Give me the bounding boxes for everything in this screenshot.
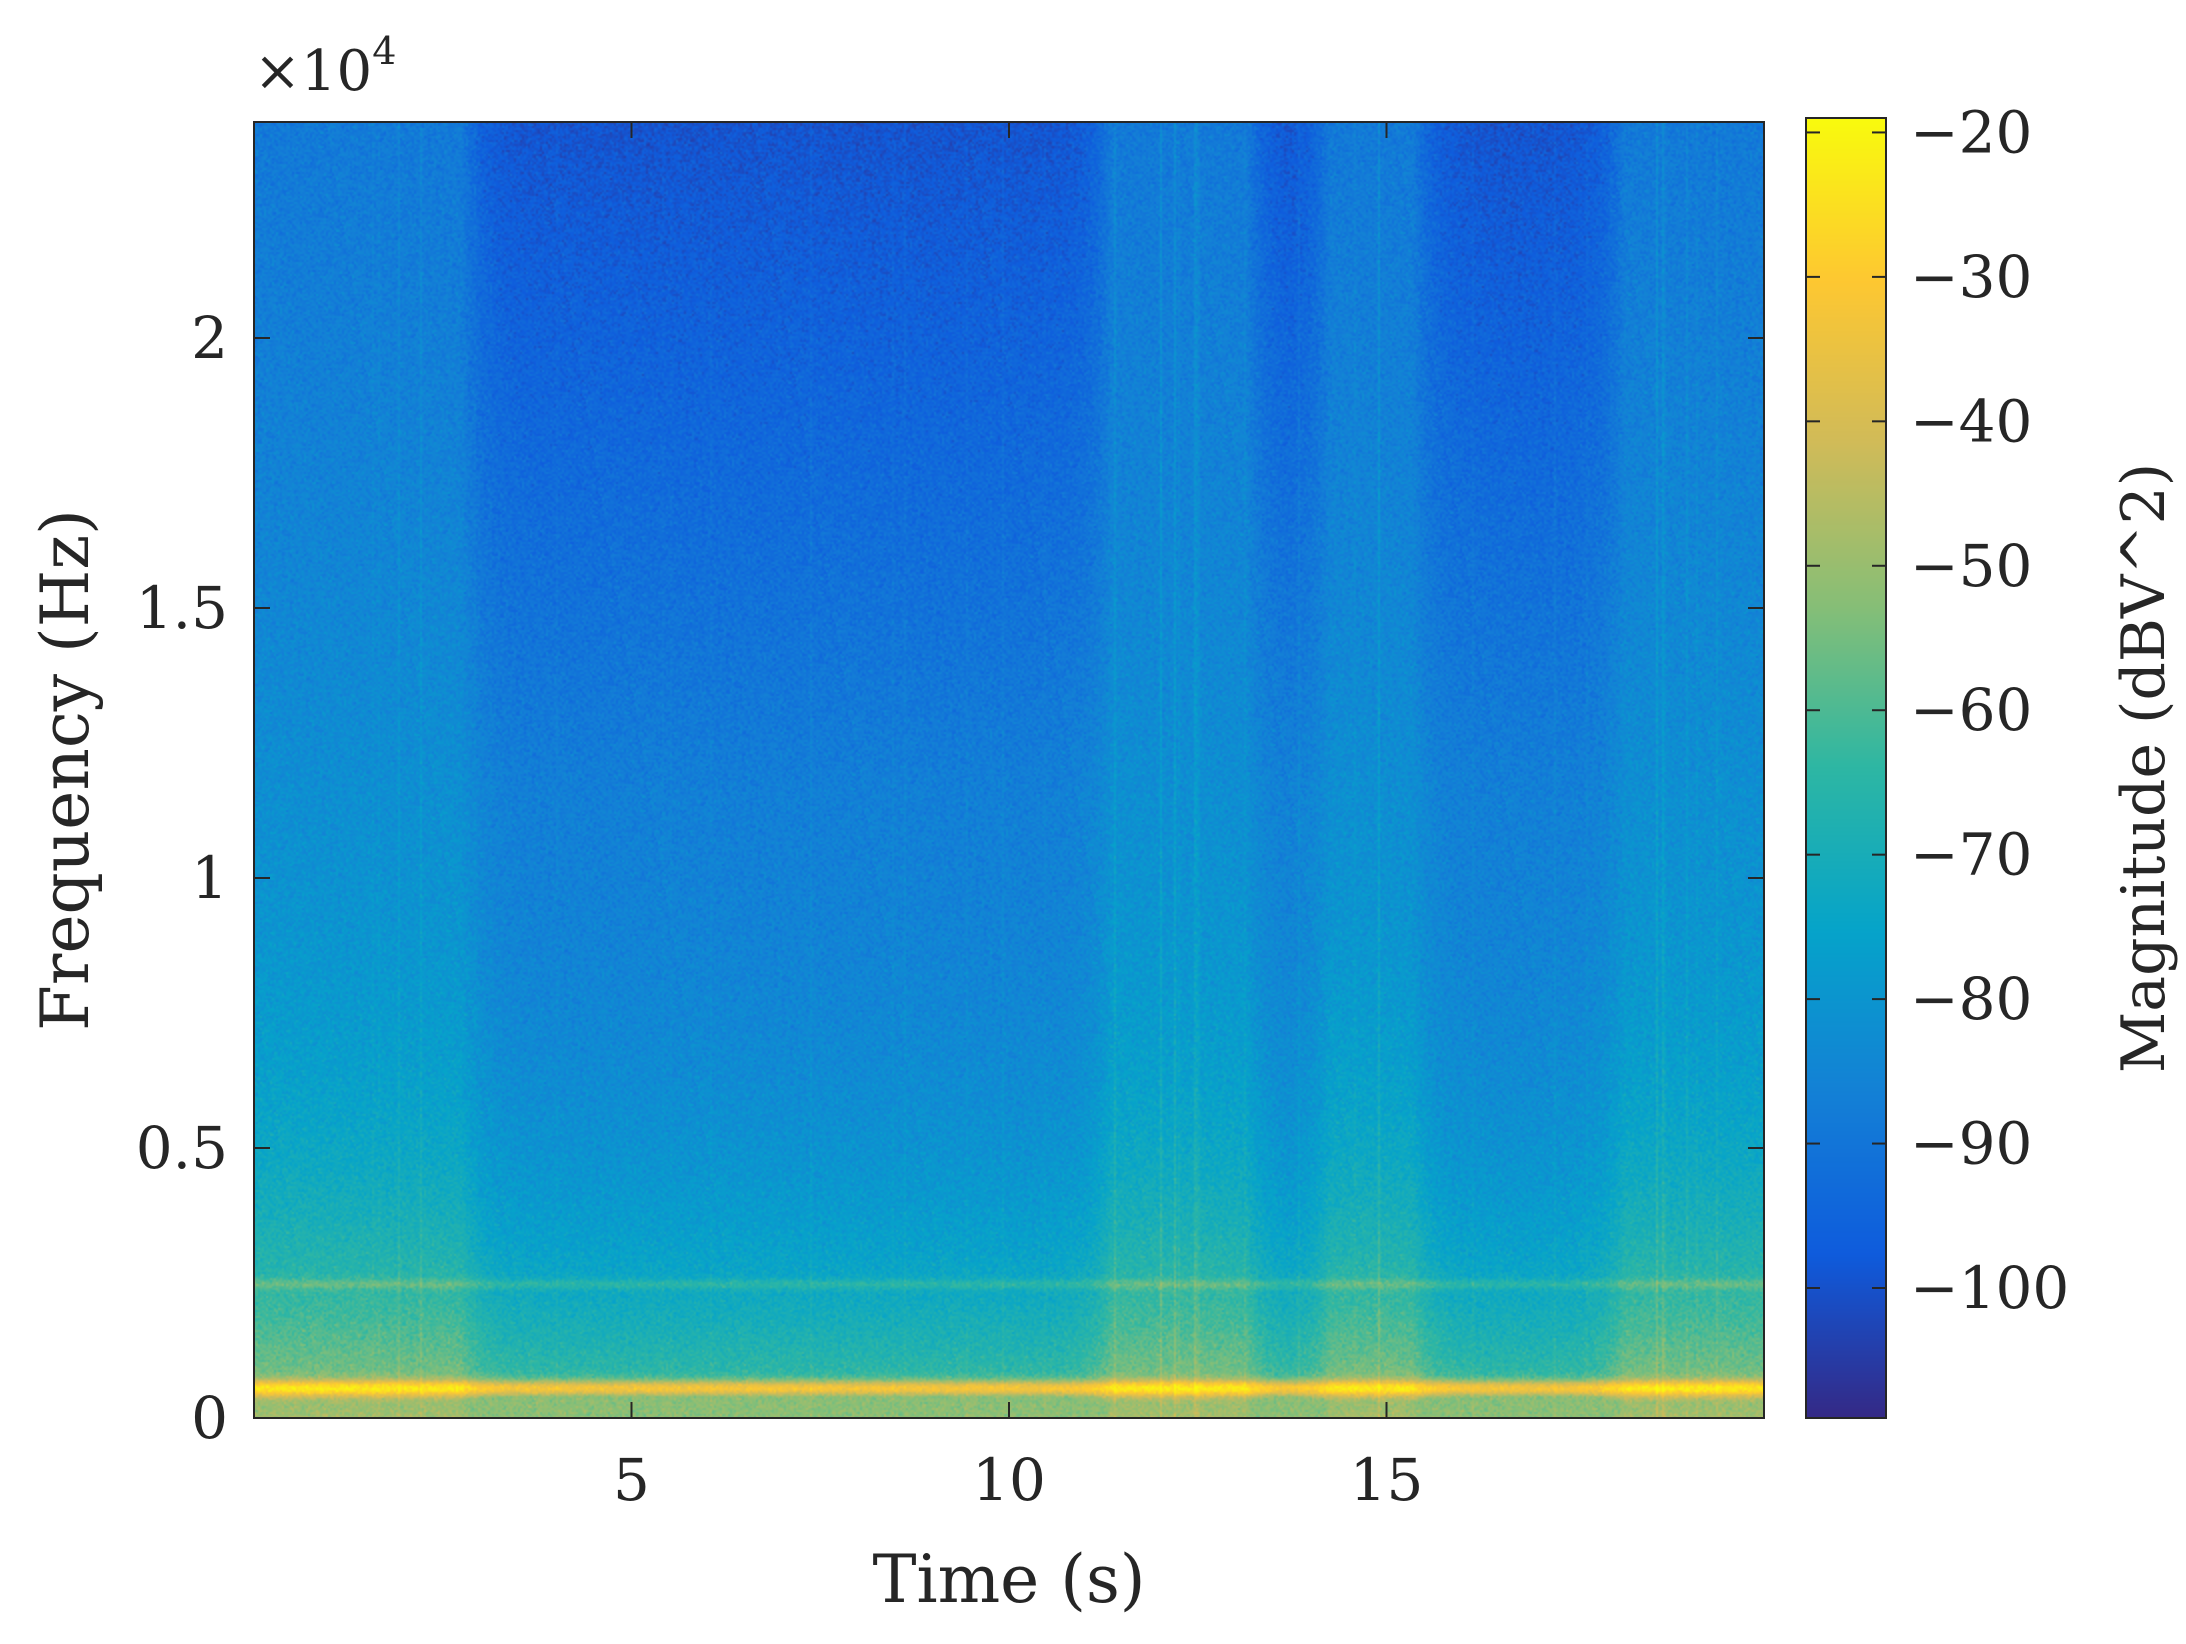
- y-exponent-label: ×104: [254, 29, 396, 104]
- colorbar-tick-label: −60: [1910, 676, 2032, 744]
- colorbar-ticks: −20 −30 −40 −50 −60 −70 −80 −90 −100: [1806, 98, 2069, 1322]
- x-axis-ticks: 5 10 15: [613, 122, 1423, 1514]
- x-axis-label: Time (s): [872, 1541, 1145, 1618]
- x-tick-label: 5: [613, 1446, 650, 1514]
- colorbar-frame: [1805, 117, 1887, 1419]
- colorbar-tick-label: −20: [1910, 98, 2032, 166]
- plot-frame: [253, 121, 1765, 1419]
- y-tick-label: 0: [191, 1384, 228, 1452]
- colorbar-tick-label: −100: [1910, 1254, 2069, 1322]
- colorbar-tick-label: −80: [1910, 965, 2032, 1033]
- y-tick-label: 1.5: [136, 574, 228, 642]
- y-tick-label: 0.5: [136, 1114, 228, 1182]
- y-tick-label: 2: [191, 304, 228, 372]
- x-tick-label: 15: [1350, 1446, 1424, 1514]
- y-exponent-power: 4: [372, 29, 396, 73]
- colorbar-tick-label: −70: [1910, 821, 2032, 889]
- spectrogram-image: [254, 122, 1764, 1418]
- y-tick-label: 1: [191, 844, 228, 912]
- colorbar-tick-label: −40: [1910, 387, 2032, 455]
- colorbar-label: Magnitude (dBV^2): [2109, 463, 2179, 1073]
- colorbar-tick-label: −50: [1910, 532, 2032, 600]
- colorbar-tick-label: −30: [1910, 243, 2032, 311]
- colorbar-gradient: [1806, 118, 1886, 1418]
- x-tick-label: 10: [972, 1446, 1046, 1514]
- y-axis-label: Frequency (Hz): [27, 509, 104, 1031]
- colorbar-tick-label: −90: [1910, 1110, 2032, 1178]
- y-axis-ticks: 0 0.5 1 1.5 2: [136, 304, 1764, 1452]
